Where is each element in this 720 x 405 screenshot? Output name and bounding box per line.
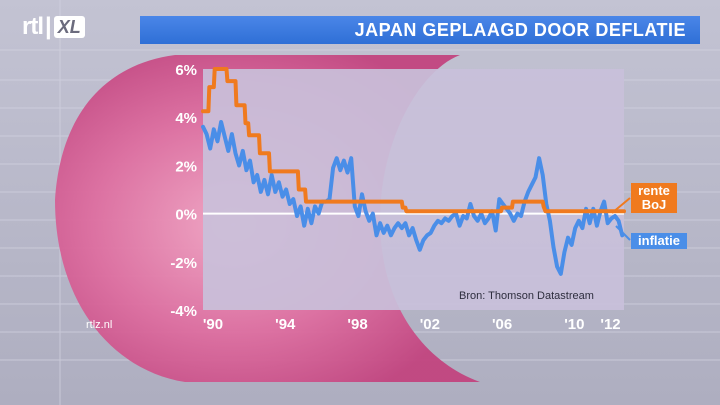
legend-rente-line2: BoJ (641, 197, 667, 212)
legend-connector-inflatie (615, 225, 631, 241)
logo-rtl: rtl (22, 13, 44, 40)
logo-xl: XL (53, 16, 85, 38)
legend-inflatie: inflatie (631, 233, 687, 249)
y-tick-label: -2% (170, 255, 197, 272)
x-tick-label: '94 (275, 316, 296, 333)
x-tick-label: '10 (564, 316, 584, 333)
y-tick-label: 4% (175, 110, 197, 127)
title-bar: JAPAN GEPLAAGD DOOR DEFLATIE (140, 16, 700, 44)
series-line-inflatie (201, 120, 625, 276)
legend-connector-rente (611, 197, 631, 214)
site-url: rtlz.nl (86, 319, 113, 331)
x-tick-label: '12 (600, 316, 620, 333)
source-label: Bron: Thomson Datastream (459, 290, 594, 302)
x-tick-label: '90 (203, 316, 223, 333)
x-tick-label: '06 (492, 316, 512, 333)
chart-title: JAPAN GEPLAAGD DOOR DEFLATIE (354, 19, 686, 40)
x-tick-label: '98 (347, 316, 367, 333)
y-tick-label: 2% (175, 158, 197, 175)
y-tick-label: 0% (175, 207, 197, 224)
x-tick-label: '02 (420, 316, 440, 333)
y-tick-label: 6% (175, 62, 197, 79)
y-tick-label: -4% (170, 303, 197, 320)
legend-rente-line1: rente (638, 183, 670, 198)
rtl-xl-logo: rtl | XL (22, 12, 85, 42)
series-line-rente-boj (201, 67, 626, 214)
legend-rente-boj: rente BoJ (631, 183, 677, 213)
logo-divider: | (45, 13, 52, 40)
